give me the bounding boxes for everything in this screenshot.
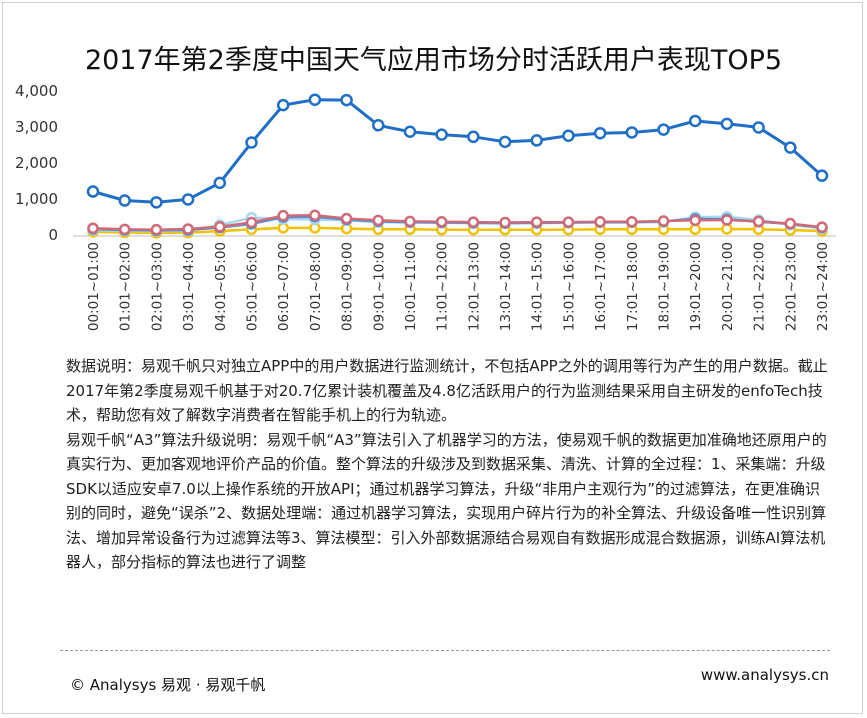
x-tick-label: 15:01~16:00 (561, 242, 577, 331)
data-point (87, 222, 99, 234)
data-point (181, 193, 195, 206)
data-point (530, 216, 543, 228)
x-tick-label: 05:01~06:00 (244, 242, 260, 331)
data-point (499, 216, 511, 229)
data-point (562, 216, 575, 228)
data-point (467, 130, 480, 144)
x-tick-label: 18:01~19:00 (657, 242, 673, 331)
x-tick-label: 23:01~24:00 (815, 242, 831, 331)
x-tick-label: 03:01~04:00 (181, 242, 197, 331)
data-point (626, 216, 638, 228)
y-tick-label: 3,000 (15, 118, 58, 136)
data-point (498, 135, 512, 149)
data-point (689, 214, 701, 227)
data-point (625, 126, 639, 139)
algorithm-description: 易观千帆“A3”算法升级说明：易观千帆“A3”算法引入了机器学习的方法，使易观千… (66, 430, 827, 572)
data-point (689, 223, 701, 236)
data-point (372, 119, 385, 132)
x-tick-label: 00:01~01:00 (86, 242, 102, 331)
line-chart: 0 1,000 2,000 3,000 4,000 00:01~01:00 01:01~02… (15, 82, 836, 331)
y-tick-label: 0 (48, 226, 58, 244)
data-point (277, 222, 289, 234)
x-tick-label: 01:01~02:00 (118, 242, 134, 331)
footer-divider (60, 650, 830, 651)
x-tick-label: 21:01~22:00 (752, 242, 768, 331)
x-tick-label: 06:01~07:00 (276, 242, 292, 331)
data-point (245, 136, 258, 149)
data-point (752, 215, 765, 228)
data-point (721, 214, 733, 226)
y-tick-label: 1,000 (15, 190, 58, 208)
x-tick-label: 02:01~03:00 (149, 242, 165, 331)
series-line (92, 98, 823, 204)
data-point (118, 223, 131, 236)
data-point (657, 123, 670, 136)
x-tick-label: 13:01~14:00 (498, 242, 514, 331)
data-notes: 数据说明：易观千帆只对独立APP中的用户数据进行监测统计，不包括APP之外的调用… (66, 354, 831, 575)
data-point (688, 114, 702, 128)
data-point (86, 185, 100, 198)
data-point (340, 212, 353, 225)
data-point (594, 216, 606, 228)
data-point (150, 223, 163, 236)
x-tick-label: 10:01~11:00 (403, 242, 419, 331)
data-point (245, 216, 258, 229)
data-point (435, 216, 448, 228)
x-tick-label: 19:01~20:00 (688, 242, 704, 331)
x-tick-label: 12:01~13:00 (466, 242, 482, 331)
x-tick-label: 20:01~21:00 (720, 242, 736, 331)
data-point (720, 117, 734, 131)
data-point (815, 169, 829, 182)
data-point (784, 217, 797, 230)
data-point (721, 223, 733, 235)
data-point (308, 93, 322, 106)
x-tick-label: 08:01~09:00 (340, 242, 356, 331)
data-point (213, 176, 227, 190)
data-point (752, 121, 765, 134)
data-point (150, 196, 163, 209)
x-tick-label: 17:01~18:00 (625, 242, 641, 331)
website-link[interactable]: www.analysys.cn (700, 666, 829, 684)
chart-title: 2017年第2季度中国天气应用市场分时活跃用户表现TOP5 (84, 45, 783, 76)
data-point (118, 194, 131, 207)
data-point (404, 215, 416, 228)
data-point (435, 128, 448, 141)
data-description: 数据说明：易观千帆只对独立APP中的用户数据进行监测统计，不包括APP之外的调用… (66, 357, 828, 424)
data-point (403, 125, 417, 139)
data-point (530, 134, 543, 147)
data-point (593, 126, 607, 140)
data-point (816, 221, 828, 233)
y-tick-label: 2,000 (15, 154, 58, 172)
data-point (214, 221, 226, 233)
data-point (309, 209, 321, 222)
x-tick-label: 22:01~23:00 (783, 242, 799, 331)
x-tick-label: 07:01~08:00 (308, 242, 324, 331)
data-point (467, 216, 480, 228)
data-point (657, 215, 670, 227)
data-point (784, 141, 797, 154)
data-point (276, 98, 290, 112)
y-tick-label: 4,000 (15, 82, 58, 100)
data-point (562, 129, 575, 142)
copyright-text: © Analysys 易观 · 易观千帆 (70, 676, 266, 694)
data-point (372, 214, 385, 227)
data-point (340, 93, 353, 107)
data-point (277, 209, 289, 222)
x-tick-label: 09:01~10:00 (371, 242, 387, 331)
data-point (182, 223, 194, 235)
x-tick-label: 14:01~15:00 (530, 242, 546, 331)
x-tick-label: 11:01~12:00 (435, 242, 451, 331)
x-tick-label: 04:01~05:00 (213, 242, 229, 331)
x-tick-label: 16:01~17:00 (593, 242, 609, 331)
